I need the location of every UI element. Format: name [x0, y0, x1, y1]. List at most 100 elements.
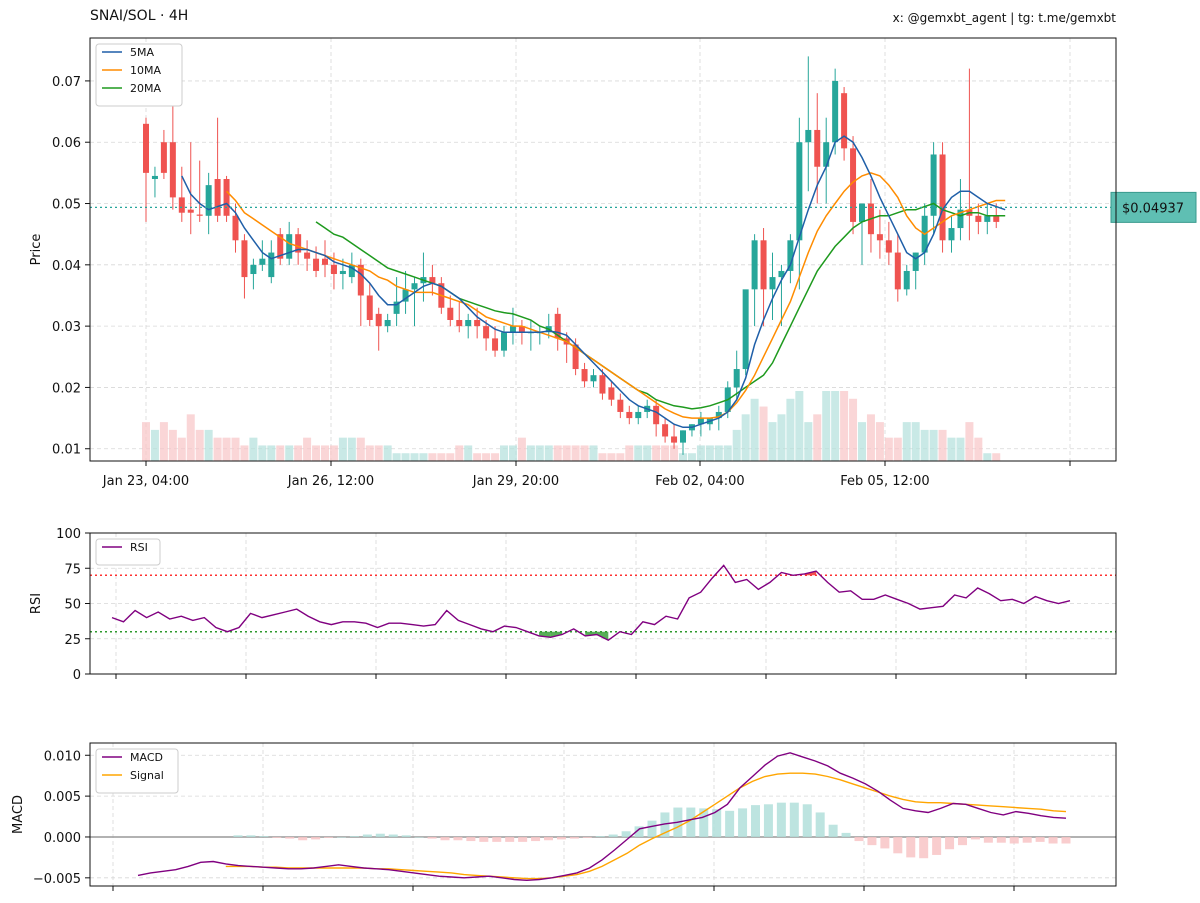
candle-body — [223, 179, 230, 216]
candle-body — [599, 375, 606, 394]
macd-histogram-bar — [518, 836, 528, 842]
volume-bar — [544, 445, 553, 461]
macd-histogram-bar — [789, 802, 799, 837]
macd-histogram-bar — [945, 836, 955, 850]
macd-histogram-bar — [893, 836, 903, 854]
volume-bar — [723, 445, 732, 461]
rsi-line — [111, 564, 1071, 642]
macd-histogram-bar — [349, 836, 359, 837]
candle-body — [241, 240, 248, 278]
candle-body — [841, 93, 848, 149]
y-tick-label: 75 — [64, 562, 81, 577]
volume-bar — [795, 391, 804, 461]
candle-body — [304, 252, 311, 259]
macd-histogram-bar — [285, 836, 295, 839]
candle-body — [501, 332, 507, 351]
candle-body — [939, 154, 946, 241]
candle-body — [930, 154, 937, 216]
volume-bar — [535, 445, 544, 461]
volume-bar — [902, 422, 911, 461]
volume-bar — [643, 445, 652, 461]
volume-bar — [222, 437, 231, 461]
legend-label-signal: Signal — [130, 769, 164, 782]
candle-body — [205, 185, 212, 216]
volume-bar — [929, 429, 938, 461]
volume-bar — [464, 445, 473, 461]
candle-body — [214, 179, 221, 216]
volume-bar — [732, 429, 741, 461]
volume-bar — [858, 422, 866, 461]
candle-body — [393, 301, 400, 314]
macd-histogram-bar — [492, 836, 502, 842]
volume-bar — [634, 445, 643, 461]
macd-histogram-bar — [375, 833, 385, 837]
candle-body — [447, 307, 454, 320]
volume-bar — [571, 445, 580, 461]
volume-bar — [428, 453, 437, 461]
macd-histogram-bar — [505, 836, 515, 842]
candle-body — [876, 234, 883, 241]
volume-bar — [401, 453, 410, 461]
candle-body — [429, 277, 436, 284]
volume-bar — [240, 445, 249, 461]
volume-bar — [840, 391, 849, 461]
volume-bar — [347, 437, 356, 461]
candle-body — [581, 369, 588, 382]
candle-body — [492, 338, 499, 351]
candle-body — [993, 215, 1000, 222]
macd-histogram-bar — [427, 836, 437, 839]
volume-bar — [911, 422, 920, 461]
y-axis-label: MACD — [11, 795, 26, 834]
candle-body — [957, 209, 964, 229]
candle-body — [787, 240, 794, 271]
volume-bar — [500, 445, 508, 461]
volume-bar — [383, 445, 392, 461]
candle-body — [975, 215, 982, 222]
volume-bar — [365, 445, 374, 461]
candle-body — [778, 270, 785, 278]
macd-histogram-bar — [1048, 836, 1058, 844]
volume-bar — [956, 437, 965, 461]
volume-bar — [195, 429, 204, 461]
candle-body — [277, 234, 284, 259]
volume-bar — [258, 445, 267, 461]
candle-body — [903, 270, 910, 290]
macd-histogram-bar — [233, 835, 243, 837]
candle-body — [313, 258, 320, 271]
volume-bar — [482, 453, 491, 461]
macd-histogram-bar — [983, 836, 993, 843]
volume-bar — [356, 437, 365, 461]
macd-histogram-bar — [569, 836, 579, 839]
candle-body — [653, 405, 660, 425]
volume-bar — [813, 414, 822, 461]
volume-bar — [204, 429, 213, 461]
volume-bar — [670, 445, 679, 461]
volume-bar — [947, 437, 956, 461]
x-tick-label: Jan 29, 20:00 — [472, 474, 559, 489]
volume-bar — [687, 453, 696, 461]
candle-body — [715, 411, 722, 419]
candle-body — [742, 289, 749, 370]
y-tick-label: 0.05 — [52, 198, 81, 213]
macd-histogram-bar — [802, 804, 812, 837]
macd-histogram-bar — [712, 809, 722, 837]
macd-histogram-bar — [337, 836, 346, 838]
volume-bar — [661, 445, 670, 461]
volume-bar — [983, 453, 992, 461]
macd-histogram-bar — [906, 836, 916, 858]
candle-body — [850, 148, 857, 222]
macd-histogram-bar — [259, 836, 269, 837]
volume-bar — [491, 453, 500, 461]
legend-label-rsi: RSI — [130, 541, 148, 554]
volume-bar — [768, 422, 777, 461]
volume-bar — [804, 422, 813, 461]
volume-bar — [231, 437, 240, 461]
volume-bar — [580, 445, 589, 461]
volume-bar — [553, 445, 562, 461]
candle-body — [375, 313, 382, 327]
volume-bar — [831, 391, 840, 461]
volume-bar — [321, 445, 329, 461]
macd-histogram-bar — [996, 836, 1006, 843]
legend-label-5ma: 5MA — [130, 46, 154, 59]
